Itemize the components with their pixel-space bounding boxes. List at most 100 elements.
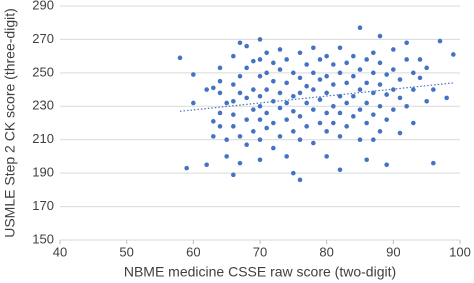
point [344,124,349,129]
point [231,124,236,129]
point [271,120,276,126]
point [364,57,369,62]
point [177,55,183,61]
point [277,105,283,111]
x-tick-label: 60 [186,244,200,259]
point [284,100,289,106]
point [311,45,316,51]
point [397,77,403,82]
point [184,165,189,171]
point [431,87,436,92]
point [391,47,396,52]
x-tick-label: 80 [319,244,333,259]
point [291,93,296,99]
point [297,50,303,56]
point [371,137,376,143]
point [397,95,403,101]
trendline [179,82,454,112]
point [357,107,363,112]
point [391,67,396,72]
point [264,50,269,56]
point [417,57,423,62]
point [311,107,316,112]
point [337,70,343,76]
point [277,90,283,96]
point [291,109,296,114]
point [331,62,336,67]
point [404,103,409,109]
point [357,67,363,72]
point [264,87,269,92]
point [324,90,329,96]
y-tick-label: 290 [32,0,54,12]
point [264,110,269,116]
point [257,117,263,122]
point [257,93,263,99]
point [404,40,409,46]
point [311,87,316,92]
point [431,160,436,166]
point [317,97,323,102]
point [271,78,276,84]
point [297,177,303,183]
point [237,134,243,139]
y-axis-label: USMLE Step 2 CK score (three-digit) [2,8,18,238]
point [411,70,416,76]
point [271,145,276,151]
point [231,98,236,104]
point [364,100,369,106]
point [191,100,196,106]
point [291,70,296,76]
point [437,38,443,44]
point [204,87,209,92]
point [264,125,269,131]
point [344,80,349,86]
point [364,157,369,163]
point [337,167,343,173]
point [337,134,343,139]
point [324,129,329,134]
point [391,107,396,112]
point [311,140,316,146]
point [337,110,343,116]
point [284,80,289,86]
point [191,72,196,77]
point [424,65,429,71]
point [217,90,223,96]
point [257,137,263,143]
point [371,112,376,117]
point [364,80,369,86]
point [237,90,243,96]
point [271,60,276,66]
point [304,100,309,106]
point [217,78,223,84]
point [251,58,256,64]
point [217,65,223,71]
point [371,50,376,56]
point [244,43,249,49]
y-tick-label: 170 [32,198,54,213]
x-tick-label: 100 [449,244,471,259]
point [251,87,256,92]
point [251,107,256,112]
point [271,98,276,104]
y-tick-label: 250 [32,64,54,79]
point [231,172,236,178]
point [277,47,283,52]
point [451,52,456,57]
point [211,119,216,124]
x-tick-label: 40 [53,244,67,259]
point [204,162,209,168]
point [351,73,356,79]
point [297,114,303,119]
point [211,134,216,139]
point [357,137,363,143]
point [344,60,349,66]
point [377,103,383,109]
point [284,117,289,122]
point [384,162,389,168]
point [304,83,309,89]
x-tick-label: 70 [253,244,267,259]
point [237,40,243,46]
point [277,134,283,139]
